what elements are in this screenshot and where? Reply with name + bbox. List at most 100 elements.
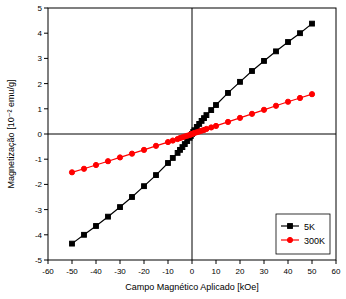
data-point	[105, 159, 110, 164]
data-point	[69, 170, 74, 175]
data-point	[170, 156, 175, 161]
x-tick-label: -60	[42, 267, 54, 276]
data-point	[81, 166, 86, 171]
y-tick	[44, 58, 48, 59]
x-tick	[288, 260, 289, 264]
legend-marker	[287, 237, 292, 242]
y-tick	[44, 8, 48, 9]
y-tick-label: 0	[38, 130, 43, 139]
x-tick	[312, 260, 313, 264]
x-tick-label: 50	[308, 267, 317, 276]
data-point	[274, 49, 279, 54]
x-tick-label: 60	[332, 267, 341, 276]
y-tick	[44, 260, 48, 261]
y-tick	[44, 134, 48, 135]
data-point	[250, 69, 255, 74]
data-point	[141, 147, 146, 152]
data-point	[166, 161, 171, 166]
data-point	[118, 205, 123, 210]
x-tick	[144, 260, 145, 264]
data-point	[70, 241, 75, 246]
data-point	[153, 143, 158, 148]
y-tick-label: 4	[38, 29, 43, 38]
x-tick	[72, 260, 73, 264]
y-tick-label: -2	[35, 180, 43, 189]
x-tick	[48, 260, 49, 264]
data-point	[129, 151, 134, 156]
series-1	[69, 92, 314, 175]
data-point	[273, 103, 278, 108]
y-tick-label: 2	[38, 80, 43, 89]
data-point	[209, 108, 214, 113]
x-tick-label: -10	[162, 267, 174, 276]
x-tick-label: 40	[284, 267, 293, 276]
x-tick-label: 10	[212, 267, 221, 276]
x-tick-label: 30	[260, 267, 269, 276]
y-tick-label: -1	[35, 155, 43, 164]
x-tick-label: -40	[90, 267, 102, 276]
plot-area	[69, 21, 314, 246]
chart: -60-50-40-30-20-100102030405060-5-4-3-2-…	[0, 0, 346, 299]
legend-label: 300K	[304, 236, 325, 246]
legend-box	[276, 214, 330, 254]
data-point	[286, 40, 291, 45]
data-point	[238, 79, 243, 84]
y-tick	[44, 159, 48, 160]
data-point	[142, 184, 147, 189]
data-point	[154, 173, 159, 178]
data-point	[309, 92, 314, 97]
x-axis-label: Campo Magnético Aplicado [kOe]	[125, 282, 259, 292]
data-point	[285, 99, 290, 104]
data-point	[262, 59, 267, 64]
x-tick-label: -50	[66, 267, 78, 276]
data-point	[106, 214, 111, 219]
y-tick	[44, 184, 48, 185]
data-point	[204, 113, 209, 118]
x-tick	[96, 260, 97, 264]
x-tick	[264, 260, 265, 264]
data-point	[82, 232, 87, 237]
data-point	[261, 107, 266, 112]
x-tick	[120, 260, 121, 264]
data-point	[93, 162, 98, 167]
x-tick	[216, 260, 217, 264]
y-tick	[44, 234, 48, 235]
data-point	[298, 31, 303, 36]
y-tick-label: 5	[38, 4, 43, 13]
data-point	[226, 91, 231, 96]
series-line	[72, 24, 312, 244]
x-tick	[240, 260, 241, 264]
data-point	[225, 119, 230, 124]
data-point	[214, 103, 219, 108]
y-tick	[44, 209, 48, 210]
y-tick	[44, 83, 48, 84]
data-point	[213, 123, 218, 128]
series-line	[72, 94, 312, 172]
series-0	[70, 21, 315, 246]
y-tick-label: -4	[35, 231, 43, 240]
y-tick	[44, 33, 48, 34]
x-tick-label: -20	[138, 267, 150, 276]
x-tick-label: 0	[190, 267, 195, 276]
x-tick-label: 20	[236, 267, 245, 276]
y-tick-label: -5	[35, 256, 43, 265]
data-point	[117, 155, 122, 160]
data-point	[249, 111, 254, 116]
data-point	[310, 21, 315, 26]
legend-marker	[288, 224, 293, 229]
plot-frame	[48, 8, 336, 260]
y-axis-label: Magnetização [10⁻² emu/g]	[6, 80, 16, 189]
data-point	[237, 115, 242, 120]
y-tick-label: 1	[38, 105, 43, 114]
y-tick-label: -3	[35, 206, 43, 215]
x-tick	[168, 260, 169, 264]
y-tick-label: 3	[38, 54, 43, 63]
data-point	[297, 95, 302, 100]
data-point	[130, 195, 135, 200]
legend-label: 5K	[304, 222, 315, 232]
x-tick	[192, 260, 193, 264]
legend: 5K 300K	[276, 214, 330, 254]
x-tick-label: -30	[114, 267, 126, 276]
x-tick	[336, 260, 337, 264]
y-tick	[44, 108, 48, 109]
